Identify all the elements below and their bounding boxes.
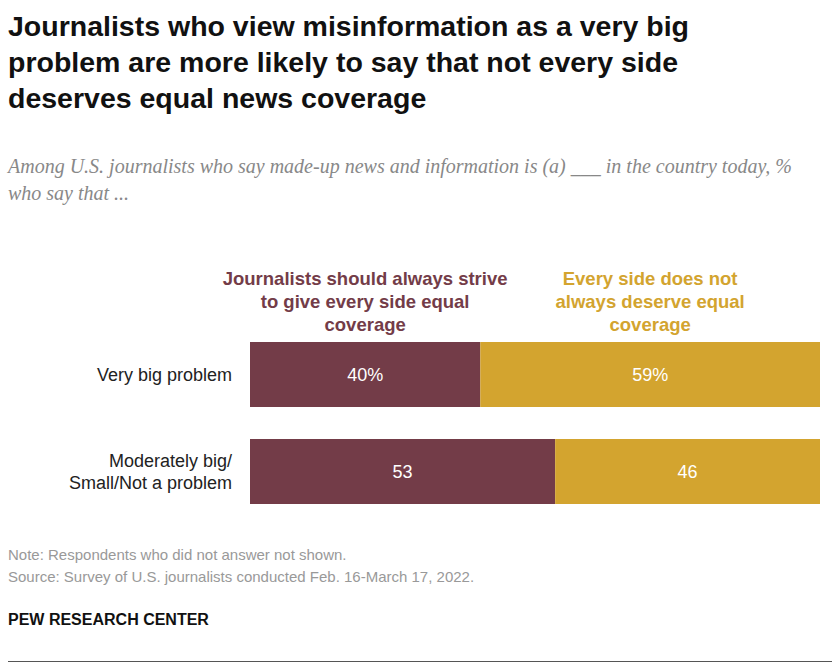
html-text:Journalists who view misinform: Journalists who view misinformation as a… — [8, 10, 689, 114]
svg-text:Moderately big/Small/Not a pro: Moderately big/Small/Not a problem — [69, 451, 232, 493]
html-text:Every side does not always des: Every side does not always deserve equal… — [555, 268, 745, 335]
svg-text:Very big problem: Very big problem — [97, 365, 232, 385]
html-text:Note: Respondents who did not: Note: Respondents who did not answer not… — [8, 546, 347, 563]
svg-text:53: 53 — [393, 462, 413, 482]
html-text:Journalists should always stri: Journalists should always strive to give… — [222, 268, 508, 335]
svg-text:46: 46 — [678, 462, 698, 482]
html-text:Among U.S. journalists who say: Among U.S. journalists who say made-up n… — [8, 155, 792, 204]
html-text:PEW RESEARCH CENTER: PEW RESEARCH CENTER — [8, 611, 209, 628]
svg-text:40%: 40% — [347, 365, 383, 385]
svg-text:59%: 59% — [632, 365, 668, 385]
html-text:Source: Survey of U.S. journal: Source: Survey of U.S. journalists condu… — [8, 568, 475, 585]
